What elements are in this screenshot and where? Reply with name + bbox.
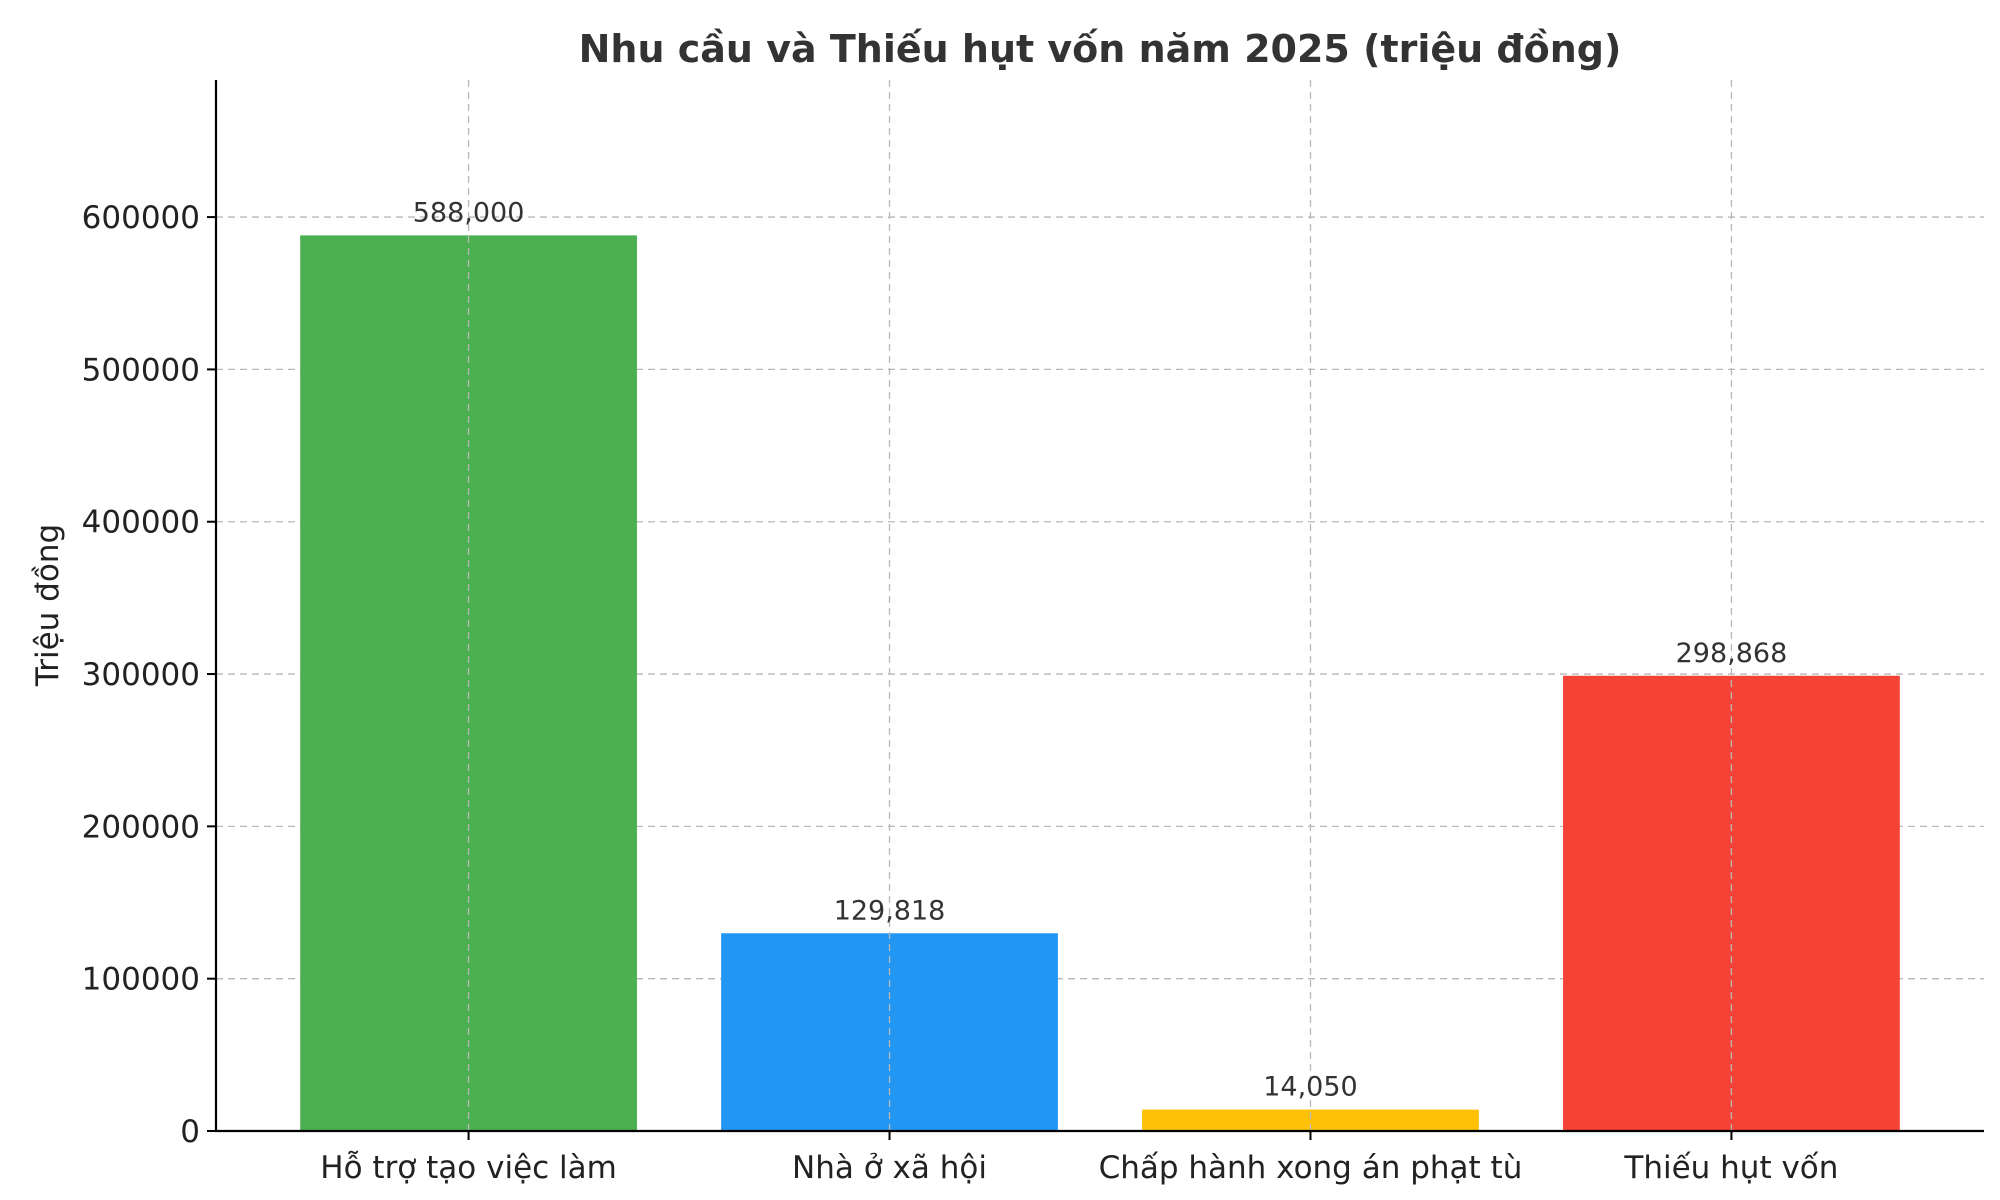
y-tick-label: 600000 bbox=[82, 200, 200, 236]
data-label: 14,050 bbox=[1263, 1072, 1357, 1103]
y-tick-label: 300000 bbox=[82, 657, 200, 693]
data-label: 298,868 bbox=[1676, 638, 1788, 669]
data-label: 588,000 bbox=[413, 197, 525, 228]
y-tick-label: 500000 bbox=[82, 352, 200, 388]
data-label: 129,818 bbox=[834, 895, 946, 926]
y-tick-label: 0 bbox=[180, 1114, 200, 1150]
x-tick-label: Thiếu hụt vốn bbox=[1623, 1150, 1838, 1186]
chart-title: Nhu cầu và Thiếu hụt vốn năm 2025 (triệu… bbox=[579, 27, 1622, 71]
axes bbox=[207, 80, 1984, 1140]
y-tick-label: 400000 bbox=[82, 505, 200, 541]
x-tick-label: Nhà ở xã hội bbox=[792, 1150, 987, 1186]
y-tick-label: 100000 bbox=[82, 962, 200, 998]
labels: 0 100000 200000 300000 400000 500000 600000 Hỗ … bbox=[82, 197, 1839, 1186]
y-tick-label: 200000 bbox=[82, 809, 200, 845]
y-axis-label: Triệu đồng bbox=[30, 524, 66, 687]
x-tick-label: Hỗ trợ tạo việc làm bbox=[320, 1150, 617, 1186]
x-tick-label: Chấp hành xong án phạt tù bbox=[1099, 1150, 1523, 1186]
vertical-grid-lines bbox=[467, 80, 1733, 1131]
bar-3[interactable] bbox=[1142, 1109, 1479, 1131]
